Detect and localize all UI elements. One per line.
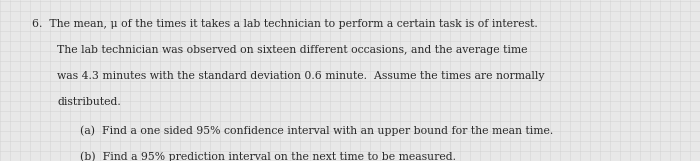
Text: (a)  Find a one sided 95% confidence interval with an upper bound for the mean t: (a) Find a one sided 95% confidence inte… <box>80 126 554 136</box>
Text: 6.  The mean, μ of the times it takes a lab technician to perform a certain task: 6. The mean, μ of the times it takes a l… <box>32 19 538 29</box>
Text: The lab technician was observed on sixteen different occasions, and the average : The lab technician was observed on sixte… <box>57 45 528 55</box>
Text: distributed.: distributed. <box>57 97 121 107</box>
Text: (b)  Find a 95% prediction interval on the next time to be measured.: (b) Find a 95% prediction interval on th… <box>80 151 456 161</box>
Text: was 4.3 minutes with the standard deviation 0.6 minute.  Assume the times are no: was 4.3 minutes with the standard deviat… <box>57 71 545 81</box>
